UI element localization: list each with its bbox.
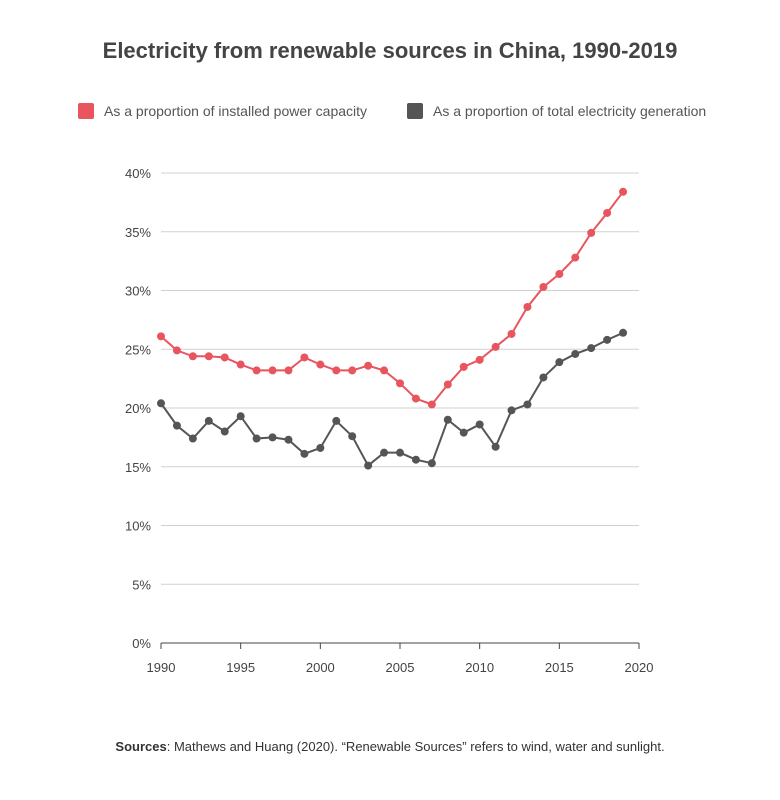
data-point-0: [396, 379, 404, 388]
data-point-1: [157, 399, 165, 408]
data-point-0: [571, 253, 580, 262]
y-tick-label: 10%: [125, 519, 151, 534]
data-point-0: [268, 366, 277, 375]
data-point-1: [364, 461, 373, 470]
data-point-0: [284, 366, 293, 375]
data-point-0: [539, 282, 548, 291]
data-point-1: [300, 449, 309, 458]
data-point-1: [443, 415, 452, 424]
series-line-1: [160, 331, 624, 468]
data-point-0: [507, 329, 516, 338]
y-tick-label: 35%: [125, 225, 151, 240]
data-point-0: [204, 352, 213, 361]
x-tick-label: 2010: [465, 660, 494, 675]
data-point-1: [571, 349, 580, 358]
data-point-0: [220, 353, 229, 362]
data-point-0: [555, 270, 564, 279]
legend-item-generation: As a proportion of total electricity gen…: [407, 103, 706, 119]
data-point-1: [252, 434, 261, 443]
data-point-0: [332, 366, 341, 375]
x-tick-label: 2000: [306, 660, 335, 675]
data-point-1: [507, 406, 516, 415]
data-point-1: [475, 420, 484, 429]
data-point-0: [491, 342, 500, 351]
data-point-1: [188, 434, 197, 443]
data-point-1: [427, 459, 436, 468]
legend-label-capacity: As a proportion of installed power capac…: [104, 103, 368, 119]
legend-swatch-capacity: [78, 103, 94, 119]
legend-swatch-generation: [407, 103, 423, 119]
data-point-1: [348, 432, 357, 441]
data-point-1: [284, 435, 293, 444]
data-point-0: [172, 346, 181, 355]
data-point-1: [459, 428, 468, 437]
y-tick-label: 30%: [125, 284, 151, 299]
data-point-1: [332, 416, 341, 425]
data-point-0: [252, 366, 261, 375]
data-point-1: [539, 373, 548, 382]
data-point-0: [459, 362, 468, 371]
data-point-1: [411, 455, 420, 464]
data-point-0: [300, 353, 309, 362]
data-point-1: [380, 448, 389, 457]
data-point-1: [555, 358, 564, 367]
data-point-1: [491, 442, 500, 451]
data-point-0: [348, 366, 357, 375]
data-point-1: [396, 448, 404, 457]
data-point-1: [220, 427, 229, 436]
y-tick-label: 40%: [125, 166, 151, 181]
data-point-0: [619, 187, 628, 196]
data-point-0: [603, 208, 612, 217]
data-point-0: [475, 355, 484, 364]
data-point-1: [172, 421, 181, 430]
data-point-0: [380, 366, 389, 375]
source-label: Sources: [115, 739, 167, 754]
data-point-0: [523, 302, 532, 311]
data-point-1: [316, 443, 325, 452]
chart-title: Electricity from renewable sources in Ch…: [102, 38, 678, 63]
source-note: Sources: Mathews and Huang (2020). “Rene…: [0, 739, 780, 754]
legend-item-capacity: As a proportion of installed power capac…: [78, 103, 367, 119]
series-line-0: [160, 191, 624, 406]
data-point-1: [236, 412, 245, 421]
x-tick-label: 2015: [545, 660, 574, 675]
data-point-0: [427, 400, 436, 409]
data-point-0: [587, 228, 596, 237]
data-point-1: [619, 328, 628, 337]
x-tick-label: 1990: [147, 660, 176, 675]
x-tick-label: 2005: [386, 660, 415, 675]
y-tick-label: 20%: [125, 401, 151, 416]
source-text: : Mathews and Huang (2020). “Renewable S…: [166, 739, 665, 754]
y-tick-label: 25%: [125, 342, 151, 357]
legend-label-generation: As a proportion of total electricity gen…: [433, 103, 707, 119]
data-point-1: [523, 400, 532, 409]
y-tick-label: 15%: [125, 460, 151, 475]
x-tick-label: 2020: [625, 660, 654, 675]
data-point-1: [587, 344, 596, 353]
data-point-0: [316, 360, 325, 369]
data-point-1: [603, 335, 612, 344]
y-tick-label: 0%: [132, 636, 151, 651]
data-point-1: [268, 433, 277, 442]
data-point-0: [157, 332, 165, 341]
data-point-0: [443, 380, 452, 389]
y-tick-label: 5%: [132, 577, 151, 592]
data-point-0: [236, 360, 245, 369]
x-tick-label: 1995: [226, 660, 255, 675]
data-point-0: [188, 352, 197, 361]
data-point-1: [204, 416, 213, 425]
data-point-0: [364, 361, 373, 370]
data-point-0: [411, 394, 420, 403]
